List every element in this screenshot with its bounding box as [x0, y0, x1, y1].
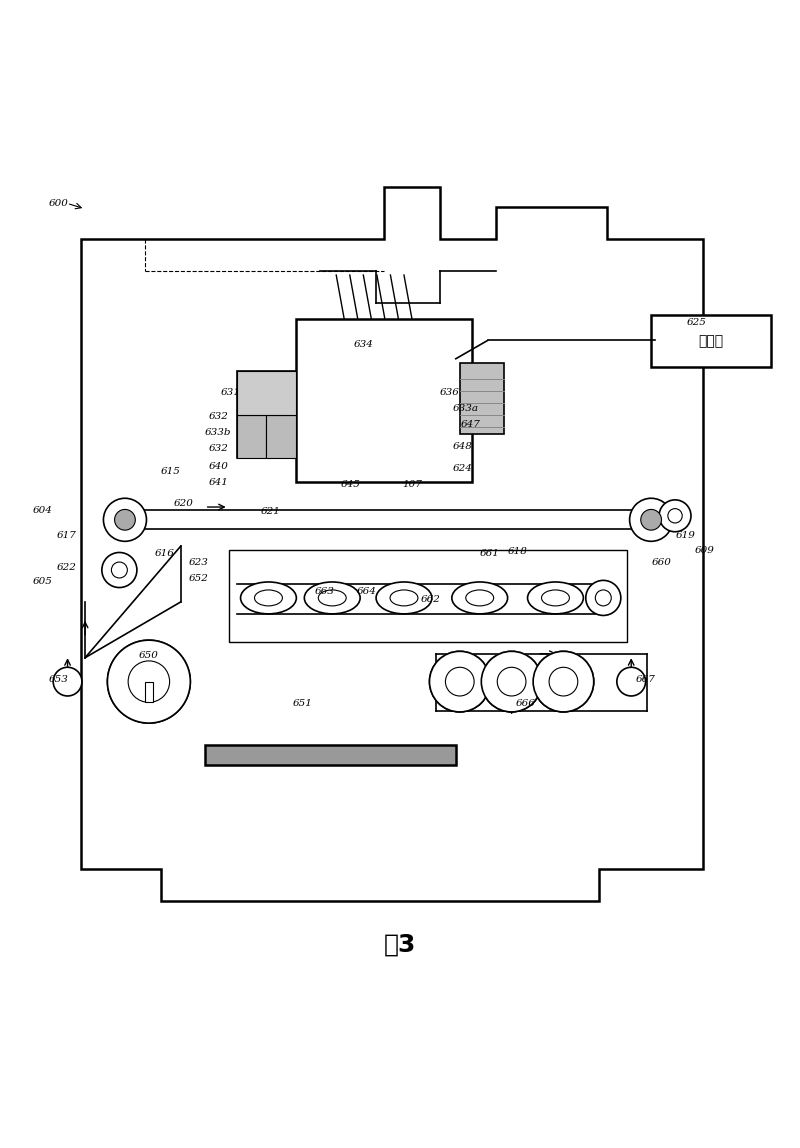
Ellipse shape	[542, 590, 570, 606]
Text: 662: 662	[420, 595, 440, 604]
Polygon shape	[487, 651, 538, 667]
Circle shape	[107, 641, 190, 723]
Text: 622: 622	[57, 564, 77, 572]
Text: 控制器: 控制器	[698, 334, 723, 348]
Text: 660: 660	[651, 558, 671, 567]
Text: 648: 648	[452, 442, 472, 451]
Text: 633a: 633a	[452, 404, 478, 412]
Text: 图3: 图3	[384, 932, 416, 956]
Bar	[145, 682, 153, 701]
Circle shape	[114, 510, 135, 530]
Text: 636: 636	[439, 388, 459, 397]
Circle shape	[533, 651, 594, 712]
Text: 666: 666	[516, 699, 536, 707]
Bar	[312, 327, 456, 466]
Ellipse shape	[376, 582, 432, 614]
Bar	[460, 363, 504, 434]
Text: 623: 623	[189, 558, 209, 567]
Text: 667: 667	[636, 675, 655, 684]
Text: 605: 605	[33, 577, 53, 587]
Polygon shape	[435, 651, 486, 667]
Ellipse shape	[466, 590, 494, 606]
Ellipse shape	[390, 590, 418, 606]
Text: 619: 619	[675, 532, 695, 541]
Ellipse shape	[304, 582, 360, 614]
Text: 616: 616	[155, 549, 174, 558]
Text: 664: 664	[357, 587, 377, 596]
Ellipse shape	[241, 582, 296, 614]
Ellipse shape	[254, 590, 282, 606]
Circle shape	[630, 498, 673, 542]
Circle shape	[446, 667, 474, 696]
Text: 624: 624	[452, 464, 472, 473]
Polygon shape	[81, 187, 703, 901]
Text: 641: 641	[208, 478, 228, 487]
Text: 617: 617	[57, 532, 77, 541]
Text: 632: 632	[208, 443, 228, 452]
Text: 618: 618	[508, 548, 528, 556]
Circle shape	[586, 581, 621, 615]
Circle shape	[430, 651, 490, 712]
Circle shape	[641, 510, 662, 530]
Text: 647: 647	[460, 420, 480, 428]
Text: 621: 621	[261, 507, 281, 517]
Bar	[296, 319, 472, 482]
Ellipse shape	[527, 582, 583, 614]
Text: 609: 609	[694, 545, 714, 554]
Circle shape	[668, 509, 682, 523]
Text: 600: 600	[49, 199, 69, 208]
Circle shape	[430, 651, 490, 712]
Text: 652: 652	[189, 574, 209, 583]
Bar	[237, 414, 266, 458]
Circle shape	[533, 651, 594, 712]
Circle shape	[54, 667, 82, 696]
Bar	[205, 745, 456, 766]
Circle shape	[128, 661, 170, 703]
Text: 615: 615	[161, 467, 180, 476]
Bar	[237, 371, 296, 458]
Text: 625: 625	[686, 318, 706, 327]
Text: 661: 661	[479, 549, 499, 558]
Text: 645: 645	[341, 480, 361, 489]
Circle shape	[107, 641, 190, 723]
Text: 633b: 633b	[205, 427, 231, 436]
Text: 620: 620	[174, 499, 193, 509]
Text: 634: 634	[354, 340, 374, 349]
Ellipse shape	[318, 590, 346, 606]
Circle shape	[102, 552, 137, 588]
Bar	[266, 414, 296, 458]
Circle shape	[659, 499, 691, 532]
Bar	[229, 550, 627, 642]
Circle shape	[482, 651, 542, 712]
Circle shape	[617, 667, 646, 696]
Text: 650: 650	[139, 651, 159, 660]
Ellipse shape	[452, 582, 508, 614]
Circle shape	[111, 563, 127, 577]
Text: 631: 631	[221, 388, 241, 397]
Polygon shape	[539, 651, 590, 667]
Circle shape	[549, 667, 578, 696]
Circle shape	[482, 651, 542, 712]
Text: 640: 640	[208, 461, 228, 471]
Text: 651: 651	[293, 699, 313, 707]
FancyBboxPatch shape	[651, 315, 770, 366]
Bar	[237, 371, 296, 414]
Text: 663: 663	[314, 587, 334, 596]
Circle shape	[103, 498, 146, 542]
Text: 107: 107	[402, 480, 422, 489]
Text: 632: 632	[208, 412, 228, 420]
Text: 653: 653	[49, 675, 69, 684]
Circle shape	[595, 590, 611, 606]
Text: 604: 604	[33, 506, 53, 514]
Polygon shape	[135, 641, 190, 674]
Circle shape	[498, 667, 526, 696]
